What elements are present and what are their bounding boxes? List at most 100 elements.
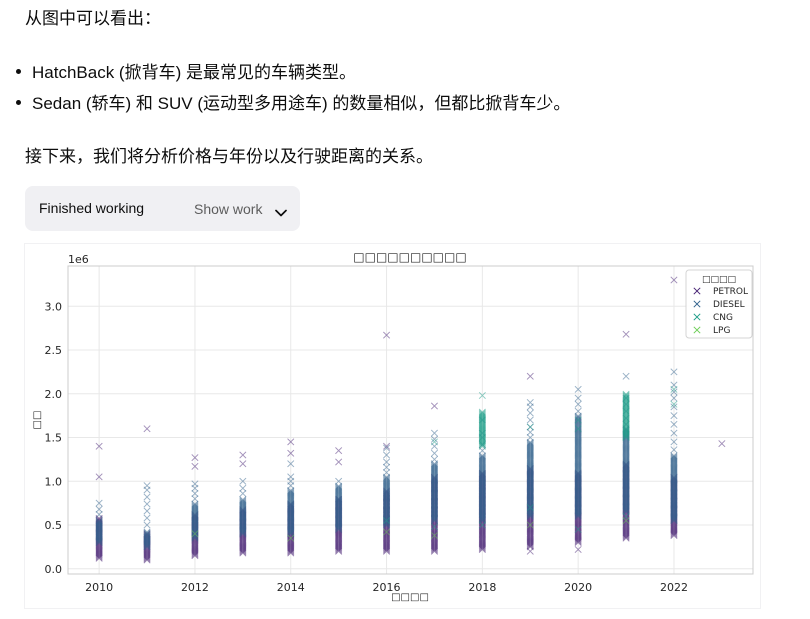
scatter-point-diesel [430,449,439,457]
scatter-point-diesel [239,498,247,506]
scatter-point-diesel [526,398,534,407]
scatter-point-diesel [95,505,103,513]
scatter-point-diesel [191,503,199,511]
scatter-point-diesel [287,488,295,496]
scatter-point-cng [526,423,534,431]
y-tick-label: 0.0 [45,563,63,576]
scatter-point-lpg [430,531,439,540]
scatter-point-diesel [430,463,439,471]
scatter-point-diesel [670,368,678,376]
scatter-point-cng [622,390,630,398]
scatter-point-diesel [670,388,678,396]
scatter-point-diesel [526,428,534,436]
scatter-point-petrol [526,372,534,380]
scatter-point-diesel [191,502,199,510]
scatter-point-petrol [670,276,678,284]
scatter-point-cng [478,409,486,417]
scatter-point-diesel [670,452,678,460]
scatter-point-diesel [430,455,439,463]
scatter-point-petrol [191,462,199,470]
scatter-point-diesel [143,529,151,537]
scatter-point-diesel [287,489,295,497]
scatter-point-diesel [191,500,199,508]
scatter-point-diesel [670,438,678,446]
scatter-point-cng [622,394,630,402]
bullet-dot-icon [16,100,21,105]
legend-marker-cng [693,313,701,321]
x-tick-label: 2018 [468,581,496,594]
scatter-point-petrol [287,449,295,457]
scatter-point-diesel [287,460,295,468]
legend-label: LPG [713,326,730,336]
scatter-point-diesel [143,500,151,508]
scatter-point-diesel [239,489,247,498]
bullet-dot-icon [16,69,21,74]
scatter-point-cng [670,400,678,408]
scatter-point-diesel [335,477,343,485]
scatter-point-diesel [574,414,582,422]
scatter-point-petrol [239,460,247,468]
plot-area [68,266,753,574]
scatter-point-diesel [526,441,534,449]
scatter-point-petrol [287,438,295,446]
scatter-point-cng [574,416,582,424]
scatter-point-diesel [143,493,151,501]
scatter-point-diesel [191,489,199,498]
scatter-point-diesel [526,409,534,417]
axes-frame [67,265,754,575]
scatter-point-diesel [239,477,247,485]
scatter-point-lpg [382,528,391,536]
scatter-point-diesel [239,497,247,505]
scatter-point-diesel [382,451,391,459]
scatter-point-diesel [670,454,678,462]
scatter-point-diesel [382,475,391,484]
y-tick-label: 3.0 [45,300,63,313]
scatter-point-cng [526,503,534,512]
scatter-point-petrol [143,425,151,433]
scatter-point-diesel [382,468,391,477]
scatter-point-cng [478,521,486,529]
scatter-point-petrol [382,442,391,450]
scatter-point-diesel [239,499,247,507]
scatter-point-diesel [382,444,391,452]
x-axis-label: □□□□ [391,592,429,603]
bullet-text: Sedan (轿车) 和 SUV (运动型多用途车) 的数量相似，但都比掀背车少… [32,94,571,113]
show-work-button[interactable]: Show work [187,186,297,231]
scatter-point-lpg [191,530,199,538]
scatter-point-cng [430,523,439,531]
scatter-point-diesel [670,394,678,402]
legend-marker-petrol [693,287,701,295]
scatter-point-petrol [239,451,247,459]
scatter-point-diesel [670,403,678,411]
scatter-point-cng [478,391,486,400]
work-status-panel: Finished working Show work [25,186,300,231]
scatter-point-diesel [382,458,391,466]
scatter-point-diesel [622,372,630,380]
scatter-point-petrol [95,442,103,450]
next-step-text: 接下来，我们将分析价格与年份以及行驶距离的关系。 [25,147,433,166]
scatter-point-diesel [191,495,199,503]
scatter-point-diesel [239,496,247,504]
scatter-point-diesel [143,531,151,540]
scatter-point-petrol [430,402,439,410]
scatter-point-diesel [143,528,151,536]
scatter-point-cng [478,410,486,418]
x-tick-label: 2016 [373,581,401,594]
scatter-point-cng [478,411,486,420]
x-tick-label: 2014 [277,581,305,594]
scatter-point-diesel [430,462,439,470]
scatter-point-lpg [526,521,534,529]
bullet-item: HatchBack (掀背车) 是最常见的车辆类型。 [0,62,790,84]
scatter-point-cng [670,385,678,393]
bullet-text: HatchBack (掀背车) 是最常见的车辆类型。 [32,63,356,82]
scatter-point-diesel [574,413,582,421]
chart-title: □□□□□□□□□□ [353,250,466,264]
scatter-point-diesel [143,514,151,522]
scatter-point-diesel [191,480,199,488]
scatter-point-diesel [95,510,103,519]
tick-labels: 2010 2012 2014 2016 2018 2020 2022 0.0 0.5 1.0 1.5… [45,300,688,594]
scatter-point-diesel [143,530,151,538]
scatter-point-diesel [382,477,391,485]
scatter-point-diesel [478,453,486,461]
scatter-point-diesel [670,429,678,437]
